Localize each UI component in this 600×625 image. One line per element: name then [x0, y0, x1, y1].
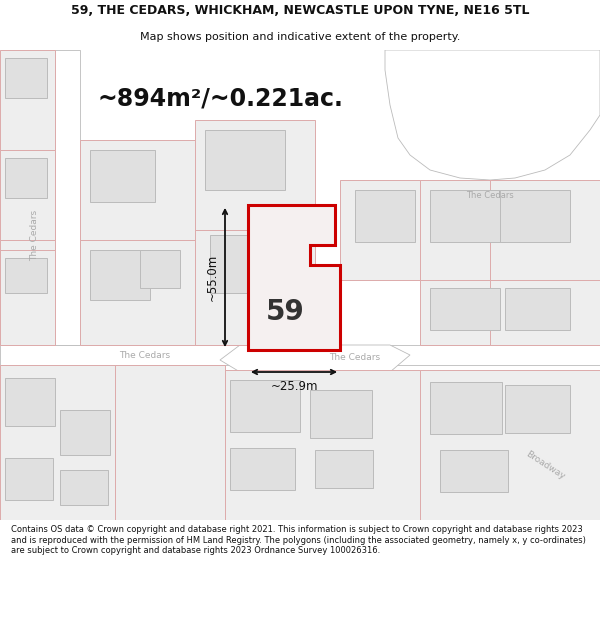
Bar — [340, 180, 420, 280]
Bar — [430, 190, 505, 242]
Polygon shape — [55, 50, 80, 345]
Bar — [310, 390, 372, 438]
Bar — [505, 288, 570, 330]
Bar — [5, 378, 55, 426]
Bar — [500, 190, 570, 242]
Bar — [115, 365, 225, 520]
Polygon shape — [0, 345, 600, 365]
Bar — [210, 235, 285, 293]
Bar — [420, 370, 600, 520]
Polygon shape — [220, 345, 410, 372]
Bar — [420, 280, 580, 345]
Bar — [0, 150, 55, 240]
Bar — [315, 450, 373, 488]
Polygon shape — [248, 205, 340, 350]
Bar — [90, 150, 155, 202]
Bar — [140, 250, 180, 288]
Bar — [490, 280, 600, 345]
Bar — [230, 448, 295, 490]
Bar — [0, 365, 115, 520]
Bar — [430, 382, 502, 434]
Bar — [355, 190, 415, 242]
Bar — [195, 230, 315, 345]
Text: ~25.9m: ~25.9m — [270, 379, 318, 392]
Text: The Cedars: The Cedars — [31, 209, 40, 261]
Bar — [490, 180, 600, 280]
Bar — [60, 470, 108, 505]
Text: 59, THE CEDARS, WHICKHAM, NEWCASTLE UPON TYNE, NE16 5TL: 59, THE CEDARS, WHICKHAM, NEWCASTLE UPON… — [71, 4, 529, 18]
Text: Broadway: Broadway — [524, 449, 566, 481]
Bar — [5, 158, 47, 198]
Bar — [430, 288, 500, 330]
Bar — [5, 458, 53, 500]
Bar — [0, 250, 55, 345]
Text: The Cedars: The Cedars — [119, 351, 170, 359]
Text: The Cedars: The Cedars — [329, 352, 380, 361]
Text: ~894m²/~0.221ac.: ~894m²/~0.221ac. — [97, 86, 343, 110]
Text: ~55.0m: ~55.0m — [205, 254, 218, 301]
Bar — [195, 120, 315, 230]
Bar — [205, 130, 285, 190]
Bar — [420, 180, 580, 280]
Bar — [440, 450, 508, 492]
Bar — [505, 385, 570, 433]
Bar — [80, 240, 195, 345]
Polygon shape — [385, 50, 600, 180]
Polygon shape — [430, 410, 600, 520]
Bar — [0, 50, 55, 150]
Bar — [5, 258, 47, 293]
Bar — [90, 250, 150, 300]
Bar — [0, 240, 55, 345]
Bar — [60, 410, 110, 455]
Bar — [230, 380, 300, 432]
Text: The Cedars: The Cedars — [466, 191, 514, 199]
Text: Contains OS data © Crown copyright and database right 2021. This information is : Contains OS data © Crown copyright and d… — [11, 525, 586, 555]
Text: Map shows position and indicative extent of the property.: Map shows position and indicative extent… — [140, 32, 460, 43]
Bar — [225, 370, 420, 520]
Bar — [5, 58, 47, 98]
Bar — [80, 140, 195, 240]
Text: 59: 59 — [266, 298, 304, 326]
